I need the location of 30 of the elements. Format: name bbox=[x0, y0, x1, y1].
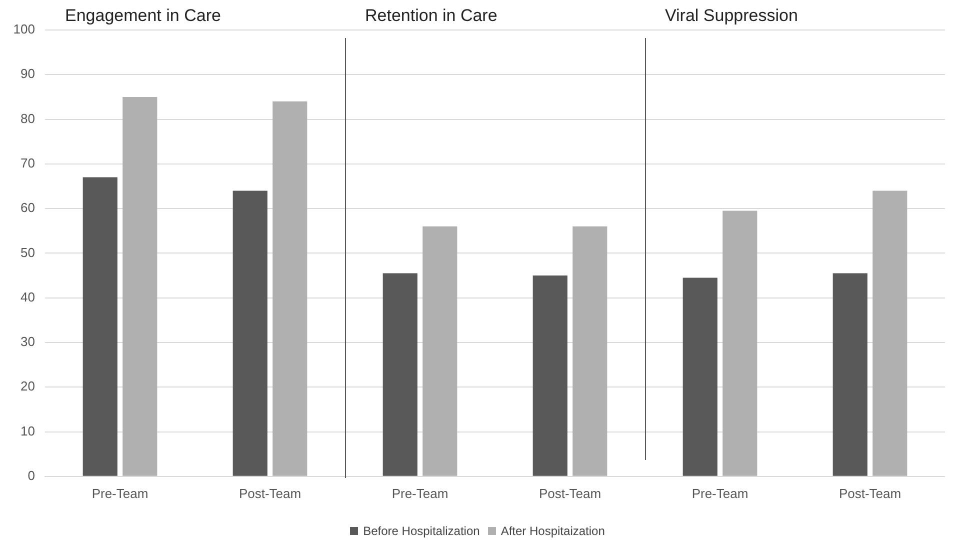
y-tick-label: 30 bbox=[20, 334, 35, 350]
bar bbox=[82, 177, 118, 476]
x-tick-label: Pre-Team bbox=[392, 486, 448, 501]
bar bbox=[232, 190, 268, 476]
chart-title: Retention in Care bbox=[365, 6, 498, 26]
bar bbox=[272, 101, 308, 476]
bar bbox=[682, 278, 718, 476]
y-tick-label: 70 bbox=[20, 156, 35, 170]
y-tick-label: 20 bbox=[20, 378, 35, 394]
bar bbox=[872, 190, 908, 476]
y-tick-label: 0 bbox=[28, 468, 35, 483]
y-tick-label: 60 bbox=[20, 200, 35, 216]
x-tick-label: Pre-Team bbox=[692, 486, 748, 501]
x-tick-label: Pre-Team bbox=[92, 486, 148, 501]
y-tick-label: 10 bbox=[20, 423, 35, 438]
bar bbox=[722, 210, 758, 476]
y-tick-label: 100 bbox=[13, 22, 35, 37]
y-tick-label: 80 bbox=[20, 110, 35, 126]
legend-label: After Hospitaization bbox=[500, 524, 605, 538]
y-tick-label: 50 bbox=[20, 244, 35, 260]
chart-title: Engagement in Care bbox=[65, 6, 221, 26]
x-tick-label: Post-Team bbox=[538, 486, 602, 501]
chart-title: Viral Suppression bbox=[665, 6, 798, 26]
y-tick-label: 90 bbox=[20, 66, 35, 82]
y-tick-label: 40 bbox=[20, 289, 35, 304]
x-tick-label: Post-Team bbox=[238, 486, 302, 501]
legend-label: Before Hospitalization bbox=[363, 524, 480, 538]
bar bbox=[122, 96, 158, 476]
bar bbox=[832, 273, 868, 476]
x-tick-label: Post-Team bbox=[838, 486, 902, 501]
